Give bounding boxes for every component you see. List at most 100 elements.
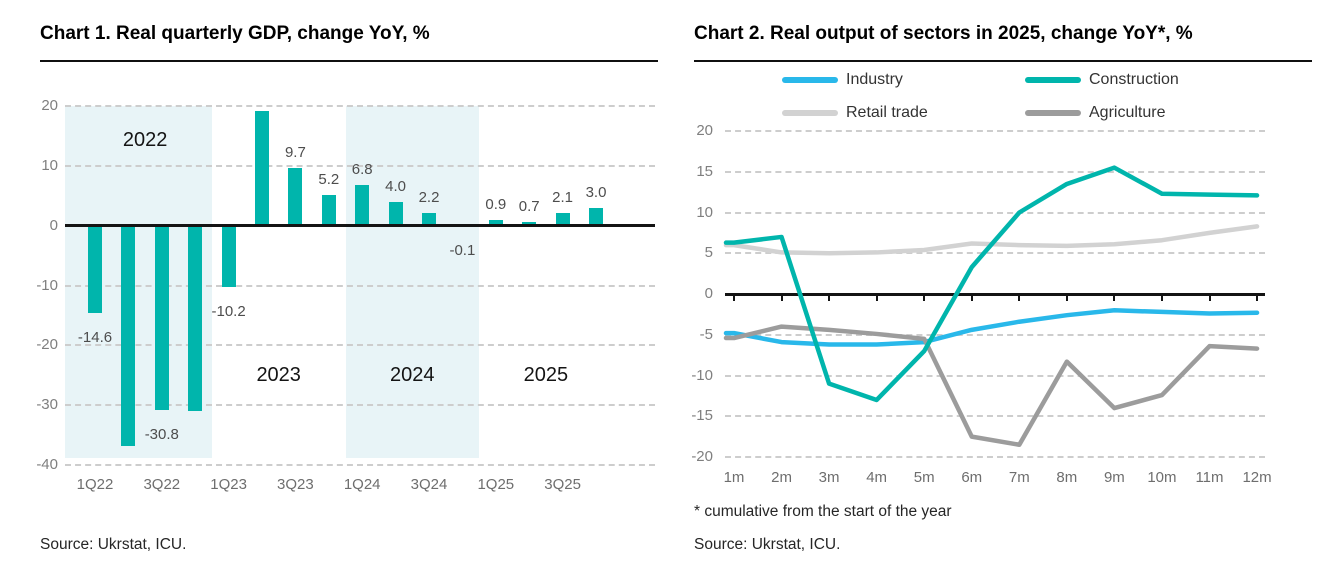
- legend-swatch-construction: [1025, 77, 1081, 83]
- chart1-source: Source: Ukrstat, ICU.: [40, 536, 187, 553]
- chart2-title: Chart 2. Real output of sectors in 2025,…: [694, 23, 1193, 44]
- axis-tick-5m: [923, 295, 926, 301]
- year-label-2025: 2025: [523, 364, 569, 386]
- gridline-y-10: [65, 284, 655, 287]
- legend-label-retail-trade: Retail trade: [846, 104, 928, 121]
- y-tick-label: 10: [696, 203, 713, 221]
- gridline-y-20: [65, 344, 655, 347]
- line-retail-trade: [723, 224, 1260, 256]
- year-label-2022: 2022: [122, 129, 168, 151]
- year-label-2024: 2024: [390, 364, 435, 386]
- y-tick-label: -30: [36, 396, 58, 414]
- x-tick-label: 2m: [771, 469, 792, 486]
- x-tick-label: 1m: [723, 469, 745, 486]
- gdp-bar-2Q24: [388, 201, 403, 226]
- y-tick-label: 5: [704, 244, 713, 262]
- y-tick-label: 0: [49, 216, 58, 234]
- x-tick-label: 7m: [1008, 469, 1030, 486]
- axis-tick-6m: [970, 295, 973, 301]
- gdp-bar-1Q24: [355, 185, 370, 226]
- gridline-y-15: [725, 415, 1265, 418]
- chart2-footnote: * cumulative from the start of the year: [694, 503, 952, 520]
- y-tick-label: 20: [41, 97, 58, 115]
- bar-value-label: -30.8: [144, 425, 179, 443]
- chart2-source: Source: Ukrstat, ICU.: [694, 536, 841, 553]
- year-label-2023: 2023: [256, 364, 301, 386]
- bar-value-label: 0.9: [485, 196, 507, 214]
- gdp-bar-2Q25: [522, 221, 537, 226]
- gridline-y-5: [725, 333, 1265, 336]
- axis-tick-12m: [1256, 295, 1259, 301]
- x-tick-label: 3Q23: [277, 476, 314, 493]
- legend-swatch-agriculture: [1025, 110, 1081, 116]
- bar-value-label: 0.7: [518, 197, 540, 215]
- y-tick-label: 20: [696, 122, 713, 139]
- y-tick-label: -20: [36, 336, 58, 354]
- y-tick-label: 10: [41, 156, 58, 174]
- y-tick-label: -20: [691, 448, 713, 465]
- y-tick-label: 15: [696, 162, 713, 180]
- gridline-y-20: [725, 456, 1265, 458]
- gdp-bar-4Q23: [321, 194, 336, 226]
- bar-value-label: 9.7: [284, 143, 306, 161]
- bar-value-label: 2.1: [552, 189, 574, 207]
- axis-tick-1m: [733, 295, 735, 301]
- gridline-y-30: [65, 404, 655, 407]
- y-tick-label: -10: [36, 276, 58, 294]
- x-tick-label: 8m: [1056, 469, 1078, 486]
- gdp-bar-1Q25: [488, 220, 503, 226]
- axis-tick-9m: [1113, 295, 1116, 301]
- bar-value-label: 6.8: [351, 161, 373, 178]
- y-tick-label: -10: [691, 366, 713, 384]
- gridline-y10: [65, 164, 655, 167]
- year-band-2024: [345, 106, 480, 458]
- x-tick-label: 12m: [1242, 469, 1272, 486]
- gridline-y-10: [725, 374, 1265, 377]
- x-tick-label: 4m: [866, 469, 888, 486]
- gridline-y5: [725, 252, 1265, 255]
- chart1-title: Chart 1. Real quarterly GDP, change YoY,…: [40, 23, 430, 44]
- x-tick-label: 5m: [913, 469, 935, 486]
- sector-lines-svg: [723, 165, 1260, 448]
- gdp-bar-3Q24: [422, 212, 436, 226]
- chart2-title-rule: [694, 60, 1312, 62]
- bar-value-label: 3.0: [585, 183, 607, 201]
- line-agriculture: [723, 324, 1260, 448]
- gdp-bar-3Q22: [154, 225, 169, 410]
- bar-value-label: 4.0: [385, 177, 407, 195]
- x-tick-label: 3m: [818, 469, 840, 486]
- bar-value-label: -14.6: [77, 329, 113, 347]
- x-tick-label: 1Q24: [343, 476, 381, 493]
- legend-label-construction: Construction: [1089, 71, 1179, 88]
- legend-swatch-industry: [782, 77, 838, 83]
- axis-tick-3m: [828, 295, 831, 301]
- bar-value-label: 5.2: [318, 170, 340, 188]
- gridline-y20: [65, 105, 655, 108]
- axis-tick-10m: [1160, 295, 1163, 301]
- axis-tick-4m: [875, 295, 878, 301]
- x-tick-label: 1Q23: [210, 476, 247, 493]
- x-tick-label: 11m: [1195, 469, 1224, 486]
- y-tick-label: 0: [704, 285, 713, 302]
- gridline-y-40: [65, 464, 655, 467]
- axis-tick-2m: [780, 295, 783, 301]
- bar-value-label: -0.1: [449, 242, 476, 260]
- x-tick-label: 3Q25: [544, 476, 581, 493]
- x-tick-label: 9m: [1103, 469, 1125, 486]
- gdp-bar-2Q22: [121, 225, 136, 447]
- gridline-y15: [725, 170, 1265, 173]
- gdp-bar-3Q23: [288, 167, 303, 226]
- x-tick-label: 6m: [961, 469, 983, 486]
- y-tick-label: -5: [699, 325, 713, 343]
- y-tick-label: -40: [36, 456, 58, 474]
- gdp-bar-2Q23: [255, 110, 269, 226]
- gdp-bar-4Q22: [188, 225, 203, 412]
- legend-label-agriculture: Agriculture: [1089, 104, 1166, 121]
- gdp-bar-3Q25: [555, 213, 570, 226]
- bar-value-label: 2.2: [418, 188, 440, 206]
- x-axis-zero-line: [65, 224, 655, 228]
- axis-tick-11m: [1208, 295, 1211, 301]
- legend-swatch-retail-trade: [782, 110, 838, 116]
- legend-label-industry: Industry: [846, 71, 903, 88]
